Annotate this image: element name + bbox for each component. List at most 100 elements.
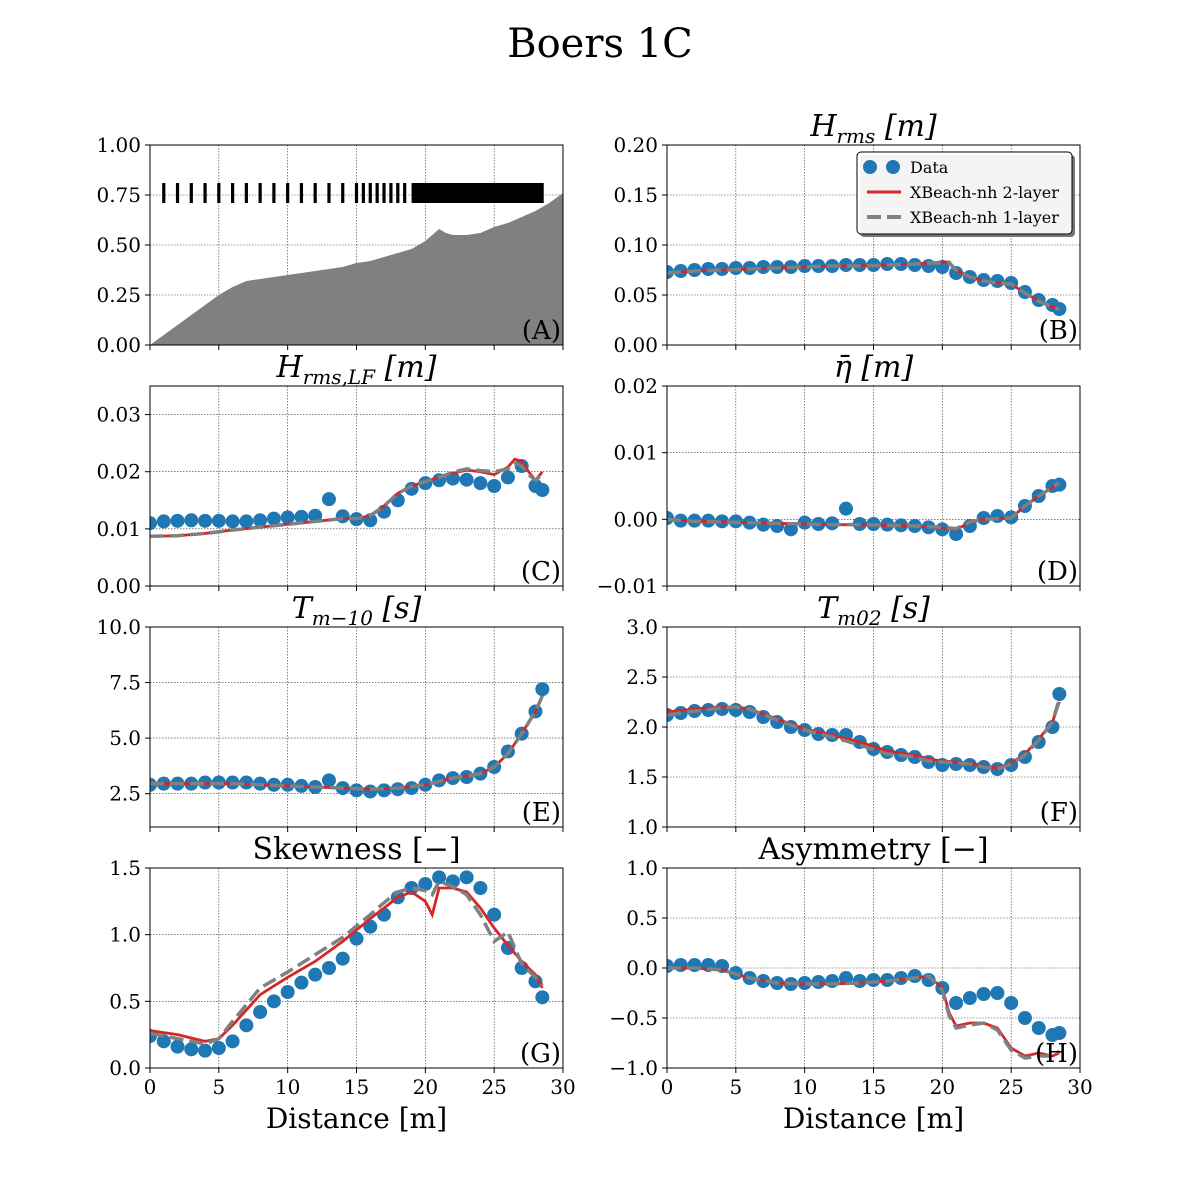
data-point bbox=[962, 991, 977, 1005]
data-point bbox=[266, 994, 281, 1009]
data-point bbox=[363, 784, 378, 799]
data-point bbox=[239, 514, 254, 529]
x-tick-label: 0 bbox=[144, 1075, 157, 1099]
panel-title: Hrms,LF [m] bbox=[276, 350, 437, 389]
data-point bbox=[377, 783, 392, 798]
y-tick-label: 0.5 bbox=[109, 989, 141, 1013]
panel-C: 0.00 0.01 0.02 0.03 (C) Hrms,LF [m] bbox=[96, 350, 564, 598]
panel-title: η̄ [m] bbox=[834, 350, 914, 385]
y-tick-label: 1.00 bbox=[96, 133, 141, 157]
plot-area bbox=[667, 477, 1067, 541]
data-point bbox=[990, 986, 1005, 1000]
figure-title: Boers 1C bbox=[507, 21, 693, 67]
gauge-marker bbox=[189, 183, 193, 203]
data-point bbox=[239, 775, 254, 790]
y-tick-label: 0.05 bbox=[613, 283, 658, 307]
data-point bbox=[976, 987, 991, 1001]
y-tick-label: 7.5 bbox=[109, 671, 141, 695]
panel-title: Hrms [m] bbox=[809, 109, 937, 148]
panel-label: (C) bbox=[521, 557, 561, 587]
data-point bbox=[308, 508, 323, 523]
y-tick-label: −0.5 bbox=[609, 1006, 658, 1030]
y-tick-label: 0.01 bbox=[613, 441, 658, 465]
panel-title: Tm02 [s] bbox=[817, 591, 930, 630]
gauge-marker bbox=[272, 183, 276, 203]
data-point bbox=[1045, 720, 1060, 734]
panel-D: −0.01 0.00 0.01 0.02 (D) η̄ [m] bbox=[597, 350, 1081, 598]
data-point bbox=[335, 951, 350, 966]
y-tick-label: 0.20 bbox=[613, 133, 658, 157]
x-tick-label: 20 bbox=[413, 1075, 438, 1099]
gauge-marker bbox=[341, 183, 345, 203]
panel-label: (E) bbox=[522, 798, 561, 828]
gauge-marker bbox=[327, 183, 331, 203]
data-point bbox=[404, 881, 419, 895]
panel-label: (B) bbox=[1039, 316, 1078, 346]
y-tick-label: 0.10 bbox=[613, 233, 658, 257]
data-point bbox=[1052, 687, 1067, 701]
x-axis-label: Distance [m] bbox=[266, 1102, 447, 1135]
y-tick-label: 0.0 bbox=[109, 1056, 141, 1080]
plot-area bbox=[150, 870, 550, 1058]
data-point bbox=[225, 1034, 240, 1049]
y-tick-label: 0.02 bbox=[96, 460, 141, 484]
panels: 0.000.250.500.751.00(A) 0.000.050.100.150… bbox=[96, 109, 1092, 1135]
panel-F: 1.0 1.5 2.0 2.5 3.0 (F) Tm02 [s] bbox=[626, 591, 1081, 839]
x-tick-label: 10 bbox=[275, 1075, 300, 1099]
y-tick-label: 0.75 bbox=[96, 183, 141, 207]
panel-B: 0.00 0.05 0.10 0.15 0.20 (B) Hrms [m] Data XBeac… bbox=[613, 109, 1081, 357]
data-point bbox=[321, 773, 336, 788]
data-point bbox=[459, 472, 474, 487]
plot-area bbox=[667, 958, 1067, 1060]
data-point bbox=[949, 266, 964, 280]
y-tick-label: −1.0 bbox=[609, 1056, 658, 1080]
data-point bbox=[921, 259, 936, 273]
data-point bbox=[150, 516, 157, 531]
panel-G: 0.0 0.5 1.0 1.5 0 5 10 15 20 25 30 Distance [m] (G) S… bbox=[109, 832, 576, 1135]
data-point bbox=[852, 974, 867, 988]
panel-label: (F) bbox=[1040, 798, 1078, 828]
x-tick-label: 15 bbox=[861, 1075, 886, 1099]
data-point bbox=[156, 1034, 171, 1049]
data-point bbox=[535, 990, 550, 1005]
y-tick-label: 0.00 bbox=[96, 574, 141, 598]
legend-label: Data bbox=[910, 158, 949, 177]
plot-area bbox=[667, 257, 1067, 316]
y-tick-label: 5.0 bbox=[109, 726, 141, 750]
data-point bbox=[170, 513, 185, 528]
data-point bbox=[418, 877, 433, 891]
data-point bbox=[253, 1005, 268, 1019]
gauge-marker bbox=[389, 183, 393, 203]
y-tick-label: 0.00 bbox=[96, 333, 141, 357]
panel-H: −1.0 −0.5 0.0 0.5 1.0 0 5 10 15 20 25 30 Distance [m… bbox=[609, 832, 1092, 1135]
data-point bbox=[756, 260, 771, 274]
plot-area bbox=[150, 457, 550, 539]
x-tick-label: 25 bbox=[998, 1075, 1023, 1099]
data-point bbox=[673, 958, 688, 972]
data-point bbox=[170, 1039, 185, 1054]
data-point bbox=[198, 513, 213, 528]
series-xbeach-1-layer bbox=[667, 261, 1060, 311]
y-tick-label: 2.5 bbox=[626, 665, 658, 689]
x-axis-label: Distance [m] bbox=[783, 1102, 964, 1135]
data-point bbox=[321, 492, 336, 507]
x-tick-label: 30 bbox=[550, 1075, 575, 1099]
data-point bbox=[156, 514, 171, 529]
data-point bbox=[838, 971, 853, 985]
series-xbeach-1-layer bbox=[150, 695, 544, 791]
data-point bbox=[211, 1041, 226, 1055]
data-point bbox=[783, 522, 798, 537]
series-data bbox=[150, 870, 550, 1058]
data-point bbox=[280, 985, 295, 999]
gauge-marker bbox=[382, 183, 386, 203]
data-point bbox=[473, 881, 488, 895]
series-xbeach-1-layer bbox=[667, 966, 1061, 1060]
y-tick-label: 0.5 bbox=[626, 906, 658, 930]
data-point bbox=[838, 501, 853, 516]
y-tick-label: 10.0 bbox=[96, 615, 141, 639]
gauge-marker bbox=[175, 183, 180, 203]
panel-title: Skewness [−] bbox=[252, 832, 460, 867]
data-point bbox=[473, 476, 488, 491]
series-data bbox=[150, 459, 550, 531]
gauge-marker bbox=[375, 183, 379, 203]
